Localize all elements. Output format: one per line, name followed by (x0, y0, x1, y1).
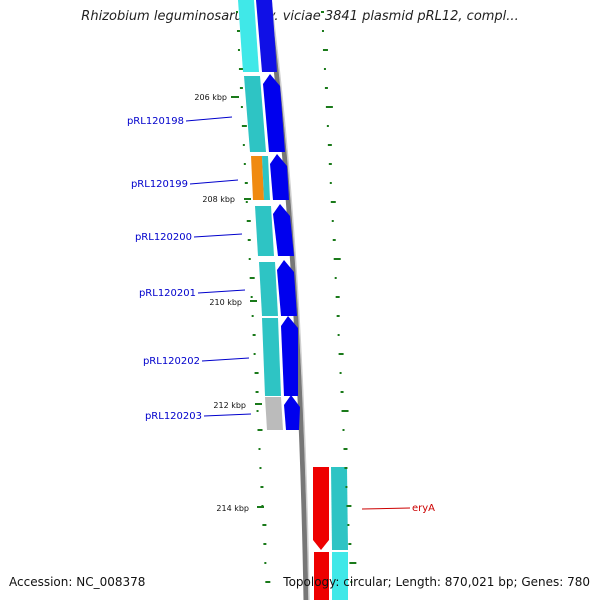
backbone-arc-highlight (270, 0, 310, 600)
cog-block (251, 156, 264, 200)
gc-content-track (236, 11, 357, 583)
gene-label-prl120201[interactable]: pRL120201 (139, 288, 196, 299)
cog-block (244, 76, 266, 152)
scale-tick-label: 210 kbp (209, 298, 242, 307)
cog-block (262, 318, 281, 396)
scale-tick-label: 206 kbp (194, 93, 227, 102)
gene-label-leader (189, 179, 239, 185)
cog-block (238, 0, 259, 72)
cog-block (259, 262, 278, 316)
gene-labels: pRL120198 pRL120199 pRL120200 pRL120201 … (127, 116, 435, 514)
cds-arrow (284, 395, 300, 430)
cog-block (332, 552, 348, 600)
gene-label-leader (361, 507, 411, 510)
cds-arrow (314, 552, 329, 600)
scale-ticks: 206 kbp 208 kbp 210 kbp 212 kbp 214 kbp (194, 93, 264, 513)
cog-block (265, 397, 283, 430)
gene-label-leader (193, 233, 243, 238)
cog-block (262, 156, 270, 200)
gene-label-leader (185, 116, 233, 122)
cds-arrow (273, 204, 294, 256)
map-title: Rhizobium leguminosarum bv. viciae 3841 … (81, 9, 519, 24)
gene-label-leader (203, 413, 252, 417)
gene-label-leader (197, 289, 246, 294)
genome-summary: Topology: circular; Length: 870,021 bp; … (283, 575, 590, 589)
cog-block (255, 206, 274, 256)
cog-track (238, 0, 348, 600)
cds-arrow (263, 74, 285, 152)
gene-label-prl120199[interactable]: pRL120199 (131, 179, 188, 190)
reverse-cds-track (313, 467, 329, 600)
scale-tick-label: 214 kbp (216, 504, 249, 513)
cds-arrow (270, 154, 289, 200)
gene-label-prl120200[interactable]: pRL120200 (135, 232, 192, 243)
cds-arrow (281, 316, 298, 396)
cds-arrow (256, 0, 277, 72)
cds-arrow (313, 467, 329, 550)
gene-label-prl120203[interactable]: pRL120203 (145, 411, 202, 422)
gene-label-prl120202[interactable]: pRL120202 (143, 356, 200, 367)
accession-label: Accession: NC_008378 (9, 575, 146, 589)
gene-label-leader (201, 357, 250, 362)
scale-tick-label: 208 kbp (202, 195, 235, 204)
cds-arrow (277, 260, 297, 316)
gene-label-erya[interactable]: eryA (412, 503, 435, 514)
forward-cds-track (256, 0, 300, 430)
gene-label-prl120198[interactable]: pRL120198 (127, 116, 184, 127)
cog-block (331, 467, 348, 550)
scale-tick-label: 212 kbp (213, 401, 246, 410)
